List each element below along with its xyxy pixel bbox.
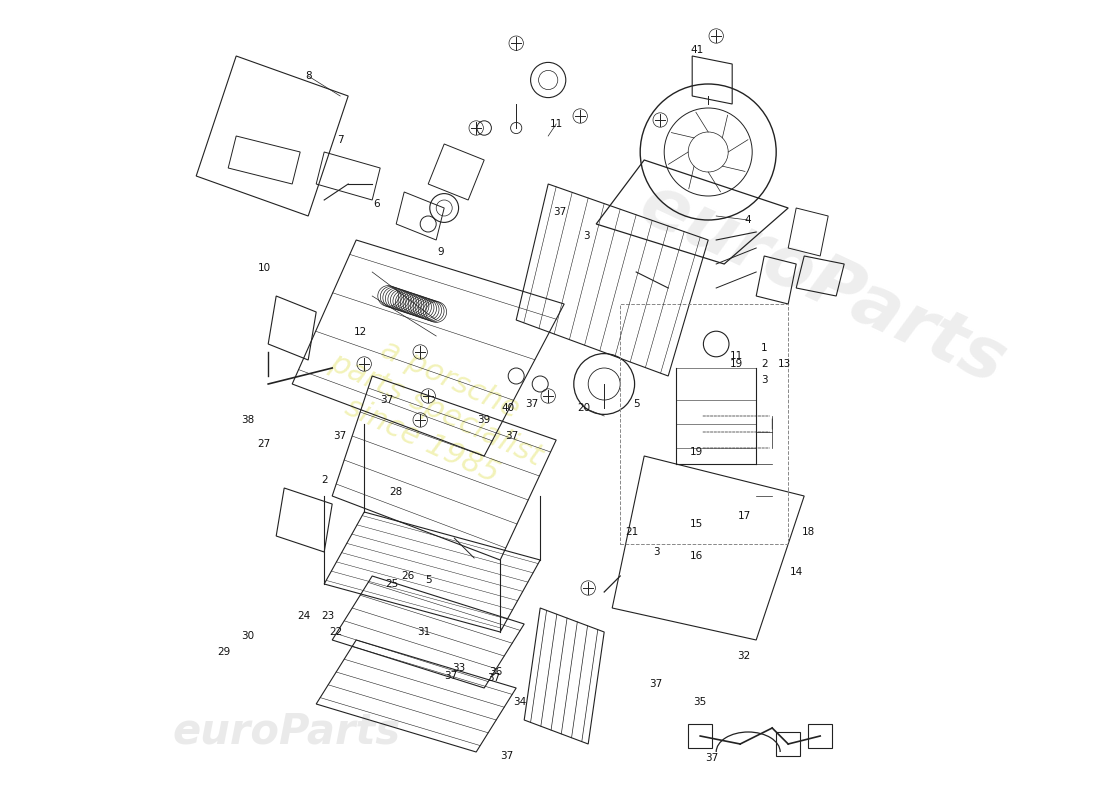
Text: 7: 7 (337, 135, 343, 145)
Text: 35: 35 (694, 698, 707, 707)
Text: 37: 37 (444, 671, 458, 681)
Text: 11: 11 (729, 351, 743, 361)
Text: 3: 3 (761, 375, 768, 385)
Text: 37: 37 (705, 754, 718, 763)
Text: 3: 3 (583, 231, 590, 241)
Text: 6: 6 (373, 199, 380, 209)
Text: 14: 14 (790, 567, 803, 577)
Text: 37: 37 (506, 431, 519, 441)
Text: 19: 19 (729, 359, 743, 369)
Text: 33: 33 (452, 663, 465, 673)
Bar (620, 304, 789, 544)
Text: 23: 23 (321, 611, 334, 621)
Text: 18: 18 (802, 527, 815, 537)
Text: 17: 17 (738, 511, 751, 521)
Text: 26: 26 (402, 571, 415, 581)
Text: 36: 36 (490, 667, 503, 677)
Text: 37: 37 (500, 751, 514, 761)
Text: 34: 34 (514, 698, 527, 707)
Text: 29: 29 (218, 647, 231, 657)
Text: 37: 37 (553, 207, 566, 217)
Text: 30: 30 (242, 631, 255, 641)
Text: euroParts: euroParts (173, 711, 400, 753)
Text: 19: 19 (690, 447, 703, 457)
Text: a porsche
parts specialist
since 1985: a porsche parts specialist since 1985 (311, 317, 561, 502)
Text: 25: 25 (386, 579, 399, 589)
Text: 15: 15 (690, 519, 703, 529)
Text: 12: 12 (353, 327, 366, 337)
Text: 9: 9 (437, 247, 443, 257)
Text: 13: 13 (778, 359, 791, 369)
Text: 37: 37 (487, 674, 500, 683)
Text: 1: 1 (761, 343, 768, 353)
Text: 37: 37 (526, 399, 539, 409)
Text: 40: 40 (502, 403, 515, 413)
Text: 37: 37 (379, 395, 393, 405)
Text: 3: 3 (653, 547, 660, 557)
Text: 20: 20 (578, 403, 591, 413)
Text: 11: 11 (550, 119, 563, 129)
Text: 38: 38 (242, 415, 255, 425)
Text: 4: 4 (745, 215, 751, 225)
Text: 2: 2 (761, 359, 768, 369)
Text: 5: 5 (425, 575, 431, 585)
Text: 37: 37 (650, 679, 663, 689)
Text: 24: 24 (298, 611, 311, 621)
Text: 39: 39 (477, 415, 491, 425)
Text: 10: 10 (257, 263, 271, 273)
Text: 28: 28 (389, 487, 403, 497)
Text: 37: 37 (333, 431, 346, 441)
Text: 16: 16 (690, 551, 703, 561)
Text: 5: 5 (632, 399, 639, 409)
Text: 27: 27 (257, 439, 271, 449)
Text: 32: 32 (738, 651, 751, 661)
Text: euroParts: euroParts (628, 169, 1016, 399)
Text: 41: 41 (691, 45, 704, 54)
Text: 2: 2 (321, 475, 328, 485)
Text: 21: 21 (626, 527, 639, 537)
Text: 8: 8 (305, 71, 311, 81)
Text: 22: 22 (330, 627, 343, 637)
Text: 31: 31 (418, 627, 431, 637)
